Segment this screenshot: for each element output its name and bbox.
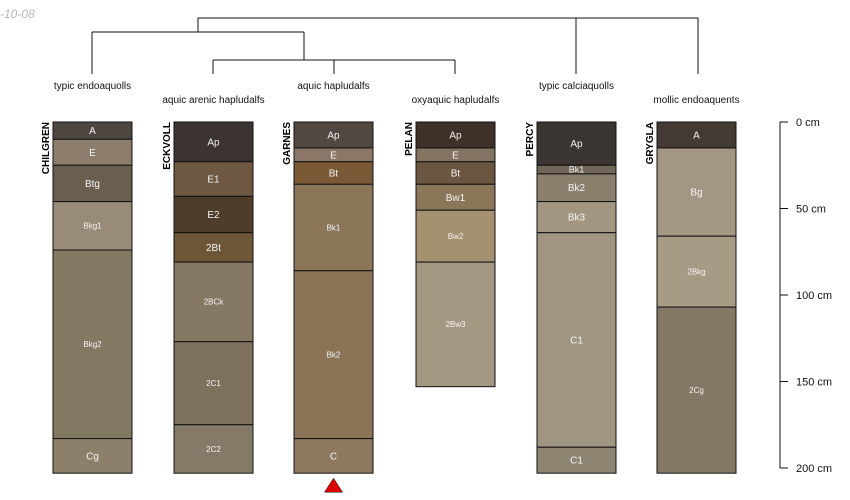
taxon-label: aquic arenic hapludalfs: [162, 95, 264, 106]
horizon-label: Bt: [451, 169, 461, 180]
scale-tick-label: 0 cm: [796, 117, 820, 129]
horizon-label: C1: [570, 335, 583, 346]
profile-name: GRYGLA: [645, 122, 656, 164]
horizon: [293, 183, 374, 272]
profile-chilgren: typic endoaquolls CHILGREN AE Btg Bkg1 Bkg2 Cg: [41, 81, 133, 474]
horizon-label: Bk3: [568, 213, 586, 224]
scale-tick-label: 150 cm: [796, 377, 832, 389]
horizon-label: E2: [207, 210, 220, 221]
horizon-label: C1: [570, 456, 583, 467]
horizon-label: 2Bkg: [687, 267, 705, 276]
horizon-label: Btg: [85, 179, 100, 190]
taxon-label: typic endoaquolls: [54, 81, 131, 92]
horizon-label: 2Bw3: [445, 320, 466, 329]
horizon-label: A: [693, 130, 700, 141]
horizon: [656, 121, 737, 149]
horizon-label: C: [330, 451, 337, 462]
profile-pelan: oxyaquic hapludalfs PELAN Ap E Bt Bw1 Bw2 2Bw3: [404, 95, 500, 388]
horizon: [415, 261, 496, 388]
horizon-label: Bw2: [448, 232, 464, 241]
horizon-label: Bg: [690, 188, 702, 199]
horizon-label: Ap: [327, 130, 340, 141]
horizon-label: E: [452, 150, 459, 161]
horizon: [173, 232, 254, 263]
horizon: [656, 147, 737, 237]
horizon: [656, 235, 737, 308]
profile-percy: typic calciaquolls PERCY Ap Bk1 Bk2 Bk3 C1 C1: [525, 81, 617, 474]
horizon: [173, 341, 254, 426]
horizon-label: Bk2: [568, 183, 586, 194]
dendrogram: [91, 17, 699, 74]
horizon-label: 2Bt: [206, 243, 221, 254]
scale-tick-label: 100 cm: [796, 290, 832, 302]
horizon: [173, 161, 254, 197]
horizon-label: Ap: [570, 139, 583, 150]
profile-name: ECKVOLL: [162, 122, 173, 170]
horizon: [536, 446, 617, 474]
horizon: [415, 209, 496, 263]
horizon: [293, 270, 374, 440]
horizon-label: Bkg2: [83, 340, 102, 349]
profile-garnes: aquic hapludalfs GARNES Ap E Bt Bk1 Bk2 C: [282, 81, 374, 493]
horizon-label: Bk2: [327, 350, 341, 359]
truncation-marker: [324, 477, 343, 493]
horizon: [173, 261, 254, 343]
horizon: [52, 249, 133, 440]
horizon: [415, 183, 496, 211]
horizon: [536, 121, 617, 166]
taxon-label: oxyaquic hapludalfs: [412, 95, 500, 106]
horizon-label: Bt: [329, 169, 339, 180]
horizon: [173, 121, 254, 163]
horizon-label: E: [330, 150, 337, 161]
taxon-label: typic calciaquolls: [539, 81, 614, 92]
horizon-label: Bkg1: [83, 222, 102, 231]
profile-name: GARNES: [282, 122, 293, 165]
horizon-label: E1: [207, 175, 220, 186]
profile-eckvoll: aquic arenic hapludalfs ECKVOLL Ap E1 E2 2Bt 2…: [162, 95, 265, 474]
scale-tick-label: 200 cm: [796, 463, 832, 475]
horizon-label: 2C2: [206, 445, 221, 454]
horizon: [52, 438, 133, 474]
horizon-label: E: [89, 148, 96, 159]
horizon: [293, 438, 374, 474]
scale-tick-label: 50 cm: [796, 204, 826, 216]
horizon: [52, 164, 133, 203]
horizon-label: 2BCk: [204, 298, 225, 307]
profile-name: CHILGREN: [41, 122, 52, 174]
horizon: [656, 306, 737, 474]
horizon: [536, 173, 617, 203]
taxon-label: aquic hapludalfs: [297, 81, 369, 92]
horizon-label: A: [89, 126, 96, 137]
profile-name: PERCY: [525, 122, 536, 157]
horizon-label: Ap: [449, 130, 462, 141]
horizon-label: Bw1: [446, 193, 466, 204]
date-stamp: -10-08: [0, 7, 35, 21]
horizon-label: Cg: [86, 451, 99, 462]
horizon-label: Ap: [207, 137, 220, 148]
profile-name: PELAN: [404, 122, 415, 156]
horizon: [536, 201, 617, 234]
depth-scale: 0 cm 50 cm 100 cm 150 cm 200 cm: [779, 117, 832, 475]
taxon-label: mollic endoaquents: [653, 95, 739, 106]
profile-grygla: mollic endoaquents GRYGLA A Bg 2Bkg 2Cg: [645, 95, 740, 474]
horizon-label: 2Cg: [689, 386, 704, 395]
horizon-label: Bk1: [327, 223, 341, 232]
horizon: [52, 201, 133, 251]
horizon-label: 2C1: [206, 379, 221, 388]
horizon: [173, 195, 254, 234]
horizon: [173, 424, 254, 474]
horizon-label: Bk1: [569, 165, 585, 175]
